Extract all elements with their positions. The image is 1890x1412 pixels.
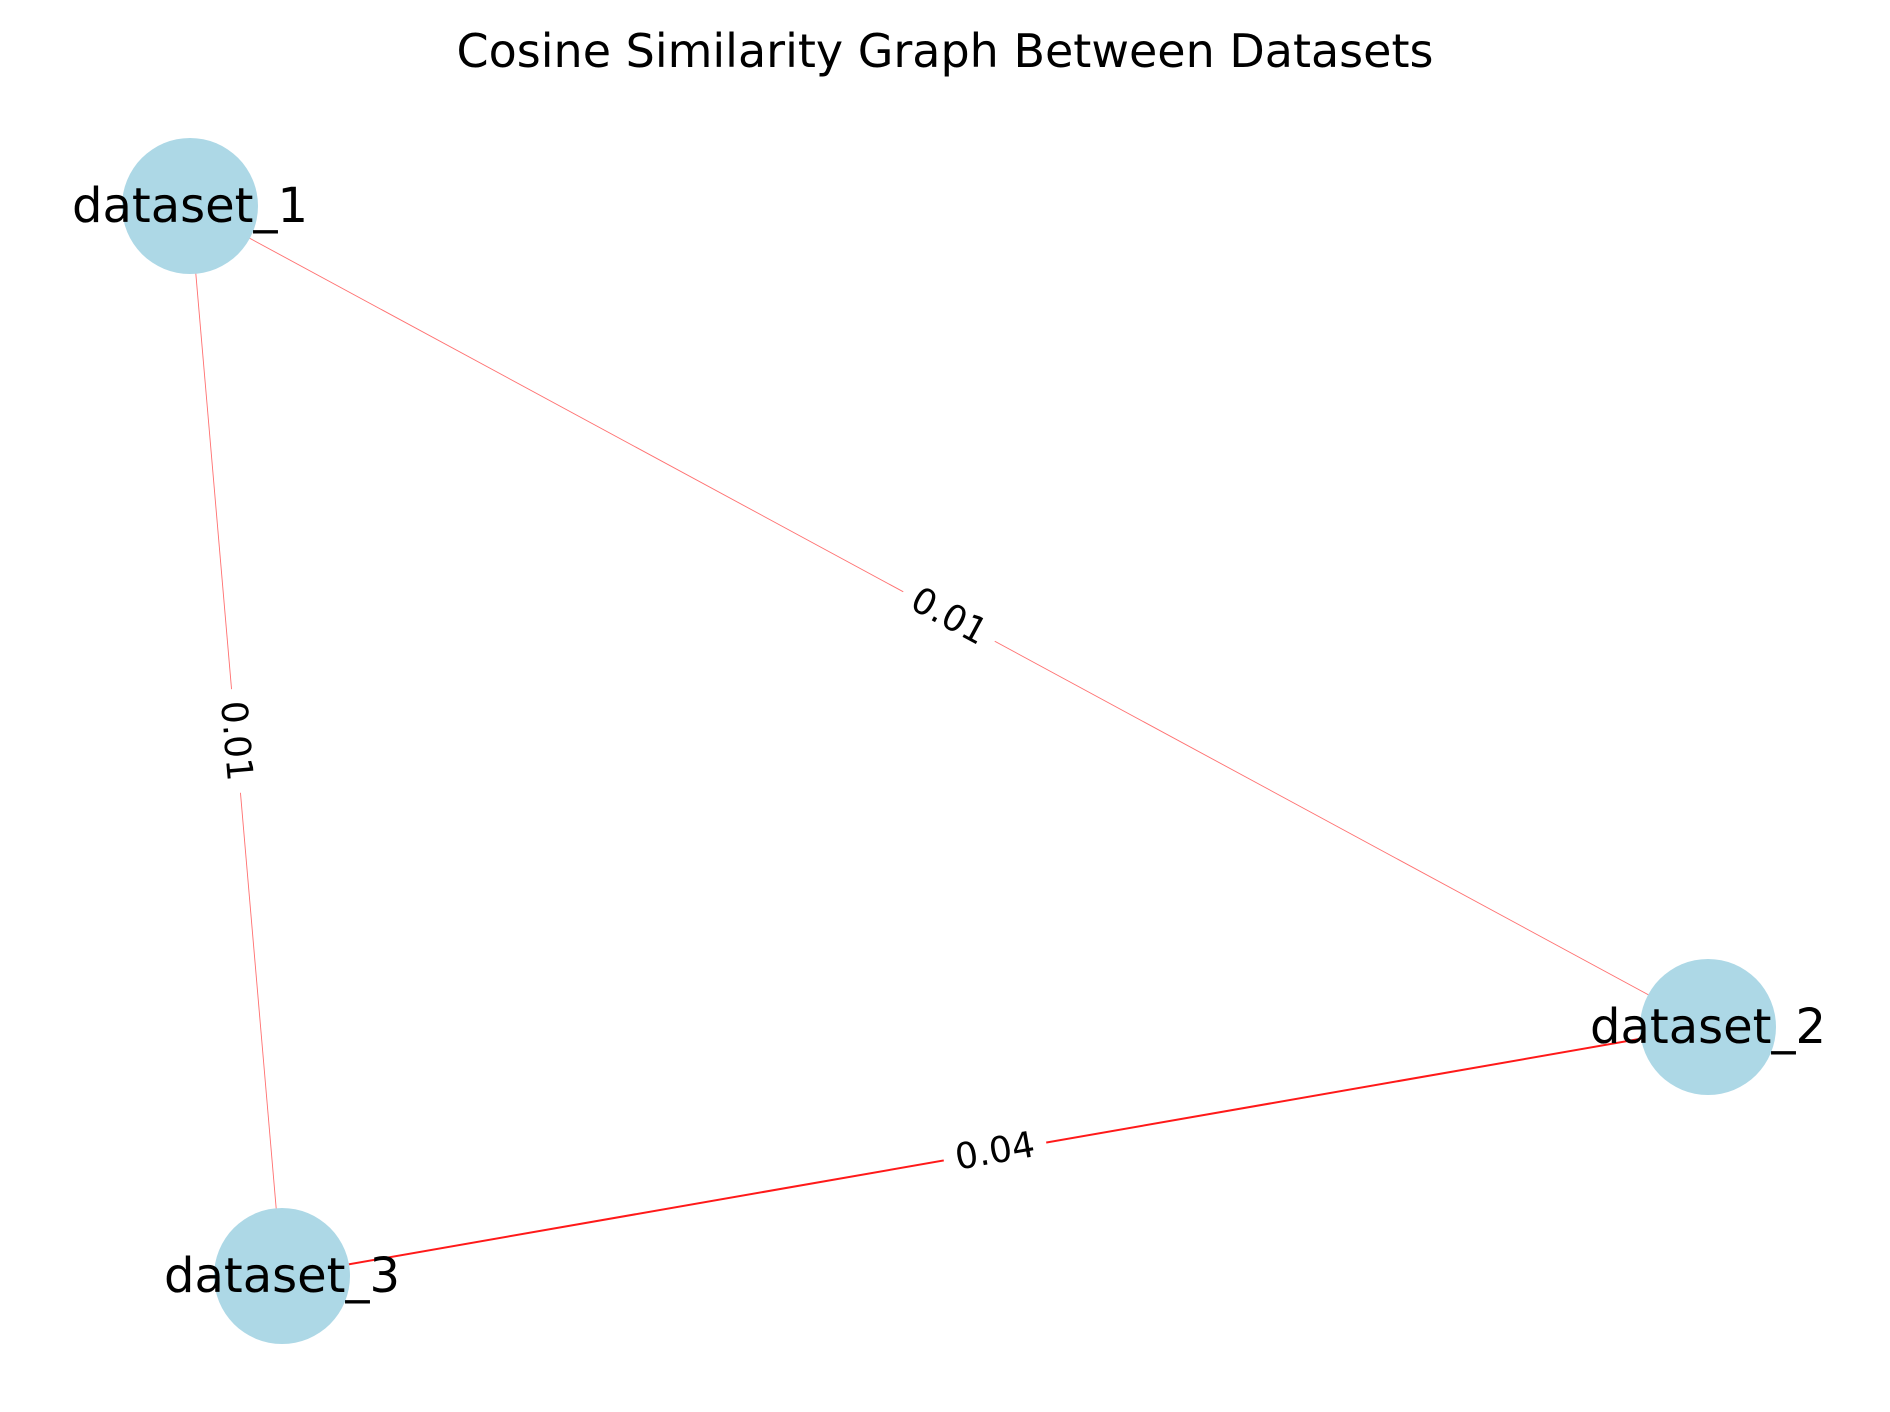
edge-label-background bbox=[939, 1118, 1051, 1185]
edge-label-group-0: 0.01 bbox=[891, 570, 1007, 663]
edge-label: 0.01 bbox=[212, 699, 260, 782]
node-dataset_3 bbox=[214, 1208, 350, 1344]
node-label-dataset_2: dataset_2 bbox=[1590, 999, 1826, 1055]
edge-label-background bbox=[891, 570, 1007, 663]
node-dataset_1 bbox=[122, 138, 258, 274]
node-label-dataset_1: dataset_1 bbox=[72, 178, 308, 234]
edge-labels-layer: 0.01 0.01 0.04 bbox=[207, 570, 1051, 1185]
node-labels-layer: dataset_1 dataset_2 dataset_3 bbox=[72, 178, 1826, 1304]
node-dataset_2 bbox=[1640, 959, 1776, 1095]
nodes-layer bbox=[122, 138, 1776, 1344]
edge-label-background bbox=[207, 687, 265, 795]
node-label-dataset_3: dataset_3 bbox=[164, 1248, 400, 1304]
edge-label-group-2: 0.04 bbox=[939, 1118, 1051, 1185]
edge-label-group-1: 0.01 bbox=[207, 687, 265, 795]
edges-layer bbox=[189, 205, 1709, 1277]
graph-title: Cosine Similarity Graph Between Datasets bbox=[456, 24, 1434, 78]
